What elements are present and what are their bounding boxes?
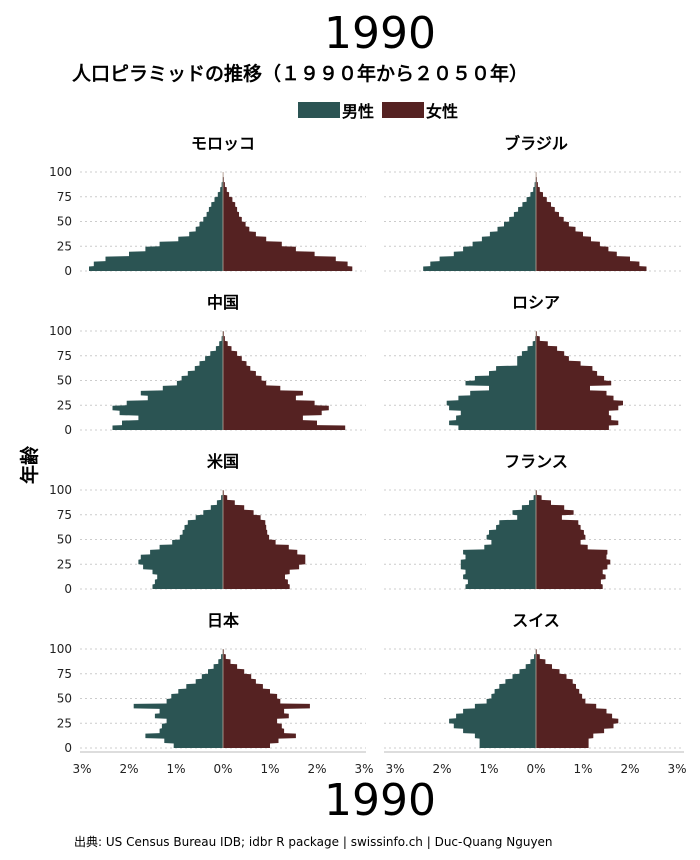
y-tick-label: 50 <box>57 215 72 229</box>
male-area <box>449 649 536 748</box>
source-caption: 出典: US Census Bureau IDB; idbr R package… <box>74 835 553 849</box>
y-tick-label: 50 <box>57 692 72 706</box>
panel-title: フランス <box>504 452 568 471</box>
x-tick-label: 2% <box>432 762 451 776</box>
x-tick-label: 3% <box>72 762 91 776</box>
y-tick-label: 0 <box>64 741 72 755</box>
x-tick-label: 2% <box>620 762 639 776</box>
footer-year: 1990 <box>324 775 436 826</box>
female-area <box>223 649 310 748</box>
panel-5: 0 25 50 75 100 米国 <box>49 452 366 596</box>
x-tick-label: 2% <box>119 762 138 776</box>
chart-subtitle: 人口ピラミッドの推移（１９９０年から２０５０年） <box>72 62 528 85</box>
male-area <box>138 490 223 589</box>
panel-title: 米国 <box>207 452 239 471</box>
y-tick-label: 75 <box>57 190 72 204</box>
panel-6: フランス <box>384 452 684 590</box>
legend-label-female: 女性 <box>426 102 458 121</box>
panel-title: ブラジル <box>504 134 568 153</box>
male-area <box>89 172 223 271</box>
panel-1: 0 25 50 75 100 モロッコ <box>49 134 366 278</box>
panel-7: 0 25 50 75 100 日本 3% 2% 1% 0% 1% 2% 3% <box>49 611 373 776</box>
male-area <box>460 490 536 589</box>
x-tick-label: 0% <box>526 762 545 776</box>
panel-title: 日本 <box>207 611 239 630</box>
y-tick-label: 100 <box>49 324 72 338</box>
y-tick-label: 75 <box>57 667 72 681</box>
y-tick-label: 100 <box>49 483 72 497</box>
panel-4: ロシア <box>384 293 684 431</box>
legend: 男性 女性 <box>298 102 458 121</box>
x-tick-label: 2% <box>307 762 326 776</box>
female-area <box>536 172 647 271</box>
x-tick-label: 1% <box>166 762 185 776</box>
panel-title: モロッコ <box>191 134 255 153</box>
male-area <box>423 172 536 271</box>
y-tick-label: 75 <box>57 349 72 363</box>
legend-swatch-male <box>298 102 340 118</box>
x-tick-label: 1% <box>573 762 592 776</box>
panel-title: ロシア <box>512 293 560 312</box>
y-tick-label: 0 <box>64 423 72 437</box>
female-area <box>536 331 623 430</box>
male-area <box>446 331 536 430</box>
y-tick-label: 50 <box>57 374 72 388</box>
x-tick-label: 1% <box>479 762 498 776</box>
female-area <box>223 331 346 430</box>
x-tick-label: 3% <box>667 762 686 776</box>
x-tick-label: 3% <box>385 762 404 776</box>
y-tick-label: 25 <box>57 239 72 253</box>
panel-2: ブラジル <box>384 134 684 272</box>
legend-label-male: 男性 <box>342 102 374 121</box>
y-tick-label: 50 <box>57 533 72 547</box>
y-tick-label: 75 <box>57 508 72 522</box>
x-tick-label: 0% <box>213 762 232 776</box>
y-tick-label: 0 <box>64 264 72 278</box>
x-tick-label: 1% <box>260 762 279 776</box>
y-tick-label: 100 <box>49 642 72 656</box>
female-area <box>536 649 619 748</box>
panel-title: 中国 <box>207 293 239 312</box>
year-title: 1990 <box>324 8 436 59</box>
x-tick-label: 3% <box>354 762 373 776</box>
panel-title: スイス <box>512 611 560 630</box>
male-area <box>133 649 223 748</box>
panel-3: 0 25 50 75 100 中国 <box>49 293 366 437</box>
panel-8: スイス 3% 2% 1% 0% 1% 2% 3% <box>384 611 687 776</box>
female-area <box>223 172 353 271</box>
male-area <box>112 331 223 430</box>
female-area <box>536 490 611 589</box>
legend-swatch-female <box>382 102 424 118</box>
y-tick-label: 25 <box>57 716 72 730</box>
y-tick-label: 25 <box>57 557 72 571</box>
y-tick-label: 0 <box>64 582 72 596</box>
panel-grid: 0 25 50 75 100 モロッコ ブラジル 0 25 50 75 100 中国 ロシア 0 25 50 75… <box>49 134 686 776</box>
y-axis-label: 年齢 <box>18 445 41 484</box>
y-tick-label: 25 <box>57 398 72 412</box>
y-tick-label: 100 <box>49 165 72 179</box>
female-area <box>223 490 306 589</box>
